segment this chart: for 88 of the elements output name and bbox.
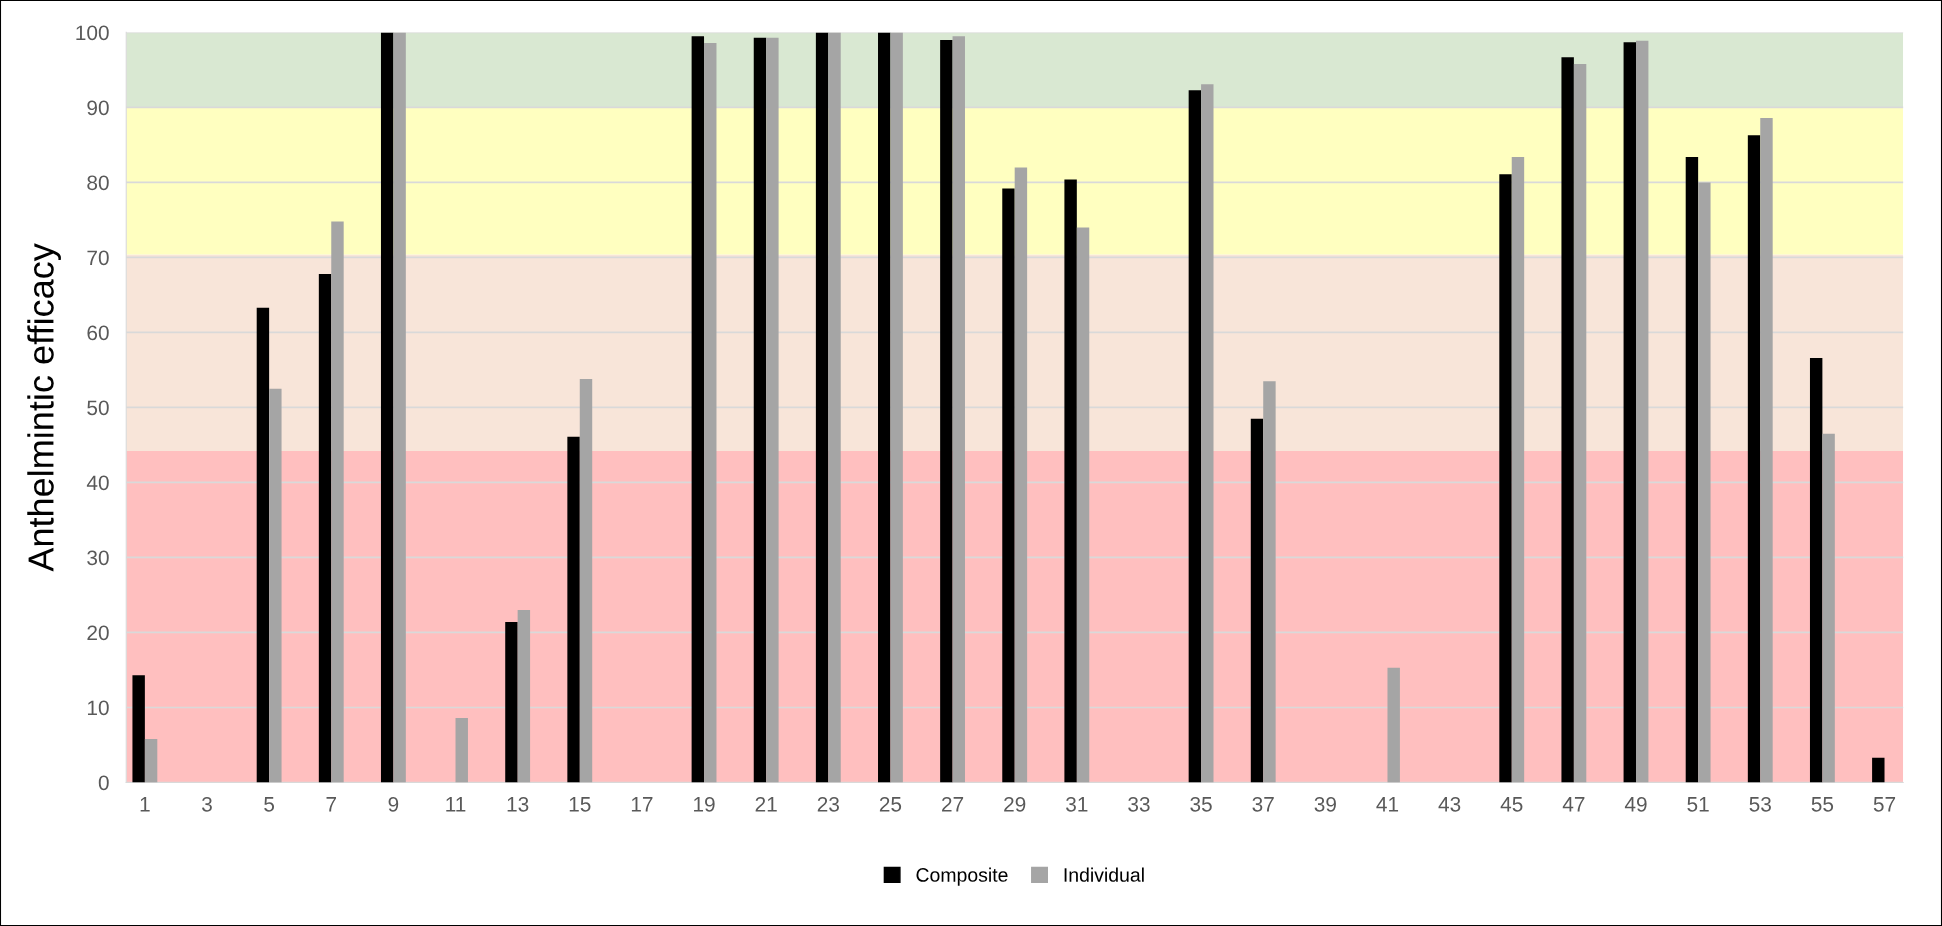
y-tick-label: 80 xyxy=(87,175,109,191)
x-tick-label: 25 xyxy=(879,796,902,812)
bar xyxy=(1573,63,1587,783)
bar xyxy=(1499,174,1512,783)
bar xyxy=(1636,40,1649,783)
bar xyxy=(579,378,593,783)
bar xyxy=(517,609,531,783)
bar xyxy=(753,37,767,783)
bar xyxy=(691,36,705,783)
x-tick-label: 47 xyxy=(1562,797,1585,812)
y-axis-title: Anthelmintic efficacy xyxy=(27,243,61,572)
x-tick-label: 37 xyxy=(1252,796,1274,812)
x-tick-label: 33 xyxy=(1128,796,1150,812)
bar xyxy=(1002,188,1015,783)
bar xyxy=(890,32,903,783)
bar xyxy=(828,32,841,783)
bar xyxy=(1561,57,1574,783)
bar xyxy=(1511,156,1525,783)
bar xyxy=(380,32,394,783)
x-tick-label: 27 xyxy=(942,796,964,812)
bar xyxy=(256,307,270,783)
x-tick-label: 1 xyxy=(140,797,150,812)
y-tick-label: 20 xyxy=(87,625,109,641)
x-tick-label: 31 xyxy=(1066,796,1088,812)
bar xyxy=(1263,381,1276,783)
bar xyxy=(1623,42,1636,783)
bar xyxy=(1188,90,1202,783)
bar xyxy=(1872,757,1885,783)
bar xyxy=(1064,179,1077,783)
bar xyxy=(952,36,965,783)
x-tick-label: 19 xyxy=(694,796,715,812)
bar xyxy=(1387,667,1400,783)
x-tick-label: 53 xyxy=(1749,796,1771,812)
bar xyxy=(1201,84,1214,783)
x-tick-label: 55 xyxy=(1811,797,1834,812)
y-tick-label: 10 xyxy=(87,700,109,716)
x-tick-label: 41 xyxy=(1376,797,1399,812)
bar xyxy=(1809,357,1823,783)
bar xyxy=(455,717,468,783)
bar xyxy=(1698,182,1711,783)
bar xyxy=(766,37,779,783)
legend-label: Individual xyxy=(1064,867,1144,882)
bar xyxy=(1250,418,1264,783)
x-tick-label: 21 xyxy=(755,796,777,812)
x-tick-label: 51 xyxy=(1687,797,1709,812)
x-tick-label: 49 xyxy=(1624,796,1647,812)
x-tick-label: 17 xyxy=(631,797,653,812)
bar xyxy=(1747,135,1761,783)
x-tick-label: 23 xyxy=(817,796,839,812)
y-tick-label: 40 xyxy=(86,475,109,491)
bar xyxy=(144,738,158,783)
bar xyxy=(567,436,580,783)
bar xyxy=(331,221,344,783)
legend-label: Composite xyxy=(916,867,1008,886)
x-tick-label: 13 xyxy=(507,796,529,812)
x-tick-label: 11 xyxy=(446,797,466,812)
bar xyxy=(878,32,891,783)
bar xyxy=(1076,227,1090,783)
x-tick-label: 5 xyxy=(264,797,275,812)
bar xyxy=(393,32,406,783)
bar xyxy=(1760,117,1773,783)
y-tick-label: 0 xyxy=(98,775,109,791)
bar xyxy=(318,273,332,783)
y-tick-label: 70 xyxy=(87,250,109,266)
y-tick-label: 30 xyxy=(87,550,109,566)
bar xyxy=(815,32,829,783)
x-tick-label: 43 xyxy=(1438,796,1461,812)
bar xyxy=(704,42,717,783)
y-tick-label: 90 xyxy=(87,100,109,116)
bar xyxy=(1014,167,1028,783)
bar xyxy=(505,621,518,783)
x-tick-label: 57 xyxy=(1873,797,1896,812)
x-tick-label: 7 xyxy=(326,797,337,812)
y-tick-label: 100 xyxy=(76,25,109,41)
y-tick-label: 50 xyxy=(87,400,109,416)
x-tick-label: 45 xyxy=(1500,797,1523,812)
x-tick-label: 15 xyxy=(569,797,591,812)
bar xyxy=(940,39,953,783)
bar xyxy=(1685,156,1699,783)
x-tick-label: 35 xyxy=(1190,796,1212,812)
bar xyxy=(269,388,282,783)
x-tick-label: 9 xyxy=(388,796,399,812)
x-tick-label: 3 xyxy=(202,796,212,812)
x-tick-label: 29 xyxy=(1004,796,1026,812)
bar xyxy=(132,675,145,783)
y-tick-label: 60 xyxy=(87,325,109,341)
bar xyxy=(1822,433,1835,783)
x-tick-label: 39 xyxy=(1314,796,1336,812)
